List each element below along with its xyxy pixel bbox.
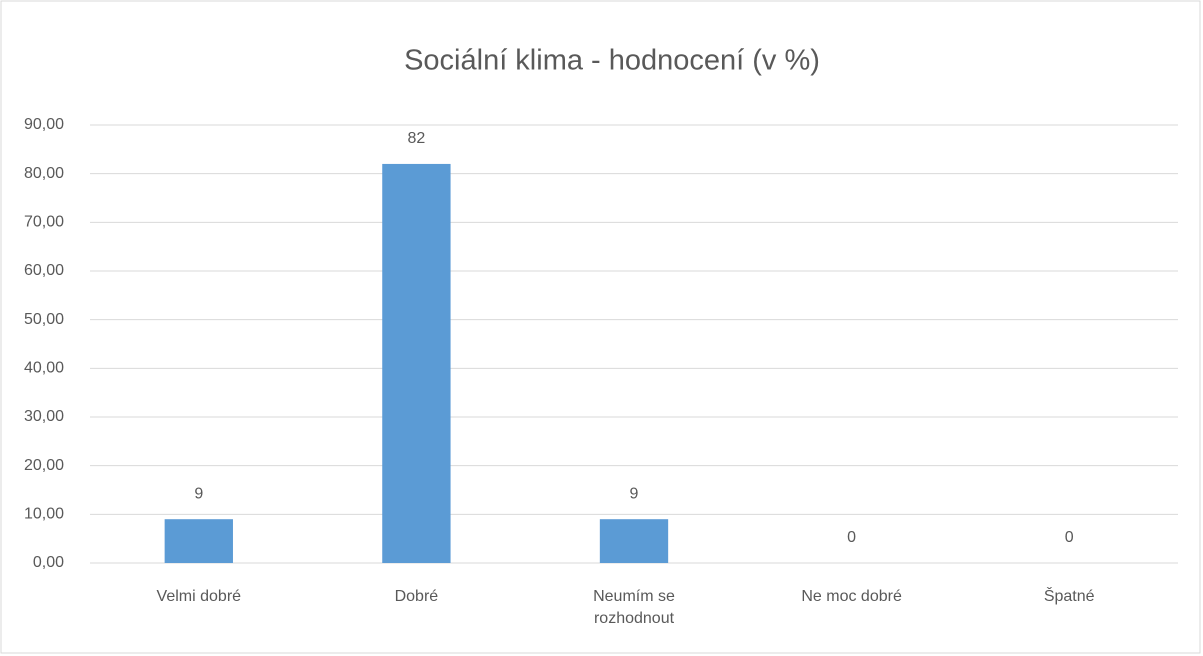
data-label: 9 — [630, 485, 639, 502]
y-tick-label: 30,00 — [24, 408, 64, 425]
data-label: 0 — [847, 529, 856, 546]
x-tick-label: Ne moc dobré — [801, 588, 902, 605]
x-tick-label: Špatné — [1043, 588, 1095, 605]
data-label: 9 — [194, 485, 203, 502]
bar — [382, 163, 451, 563]
y-tick-label: 90,00 — [24, 116, 64, 133]
x-tick-label: Neumím se rozhodnout — [593, 588, 675, 627]
y-tick-label: 0,00 — [33, 554, 64, 571]
data-label: 82 — [408, 130, 426, 147]
bar — [599, 519, 669, 563]
y-tick-label: 40,00 — [24, 360, 64, 377]
y-tick-label: 20,00 — [24, 457, 64, 474]
y-tick-label: 60,00 — [24, 262, 64, 279]
chart-title: Sociální klima - hodnocení (v %) — [404, 45, 820, 77]
bar — [164, 519, 233, 563]
y-tick-label: 70,00 — [24, 214, 64, 231]
y-tick-label: 80,00 — [24, 165, 64, 182]
data-label: 0 — [1065, 529, 1074, 546]
y-tick-label: 50,00 — [24, 311, 64, 328]
x-tick-label: Velmi dobré — [156, 588, 242, 605]
x-tick-label: Dobré — [394, 588, 439, 605]
y-tick-label: 10,00 — [24, 506, 64, 523]
